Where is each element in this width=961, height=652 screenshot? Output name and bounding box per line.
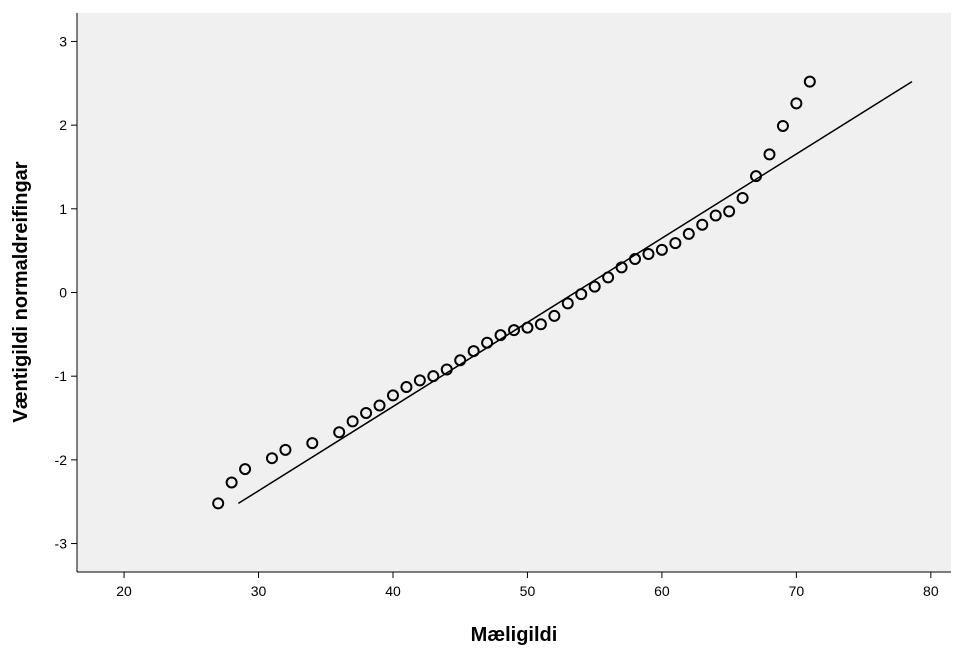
y-tick-label: 2 <box>59 117 67 133</box>
x-tick-label: 50 <box>520 583 536 599</box>
x-tick-label: 80 <box>923 583 939 599</box>
x-tick-label: 20 <box>116 583 132 599</box>
x-tick-label: 60 <box>654 583 670 599</box>
plot-area <box>77 13 951 572</box>
x-axis-title: Mæligildi <box>471 624 558 646</box>
y-tick-label: 1 <box>59 201 67 217</box>
y-tick-label: -3 <box>55 536 68 552</box>
y-tick-label: 0 <box>59 285 67 301</box>
y-tick-label: -1 <box>55 368 68 384</box>
x-tick-label: 30 <box>251 583 267 599</box>
y-tick-label: -2 <box>55 452 68 468</box>
x-tick-label: 40 <box>385 583 401 599</box>
x-tick-label: 70 <box>789 583 805 599</box>
y-tick-label: 3 <box>59 33 67 49</box>
y-axis-title: Væntigildi normaldreifingar <box>10 161 32 422</box>
